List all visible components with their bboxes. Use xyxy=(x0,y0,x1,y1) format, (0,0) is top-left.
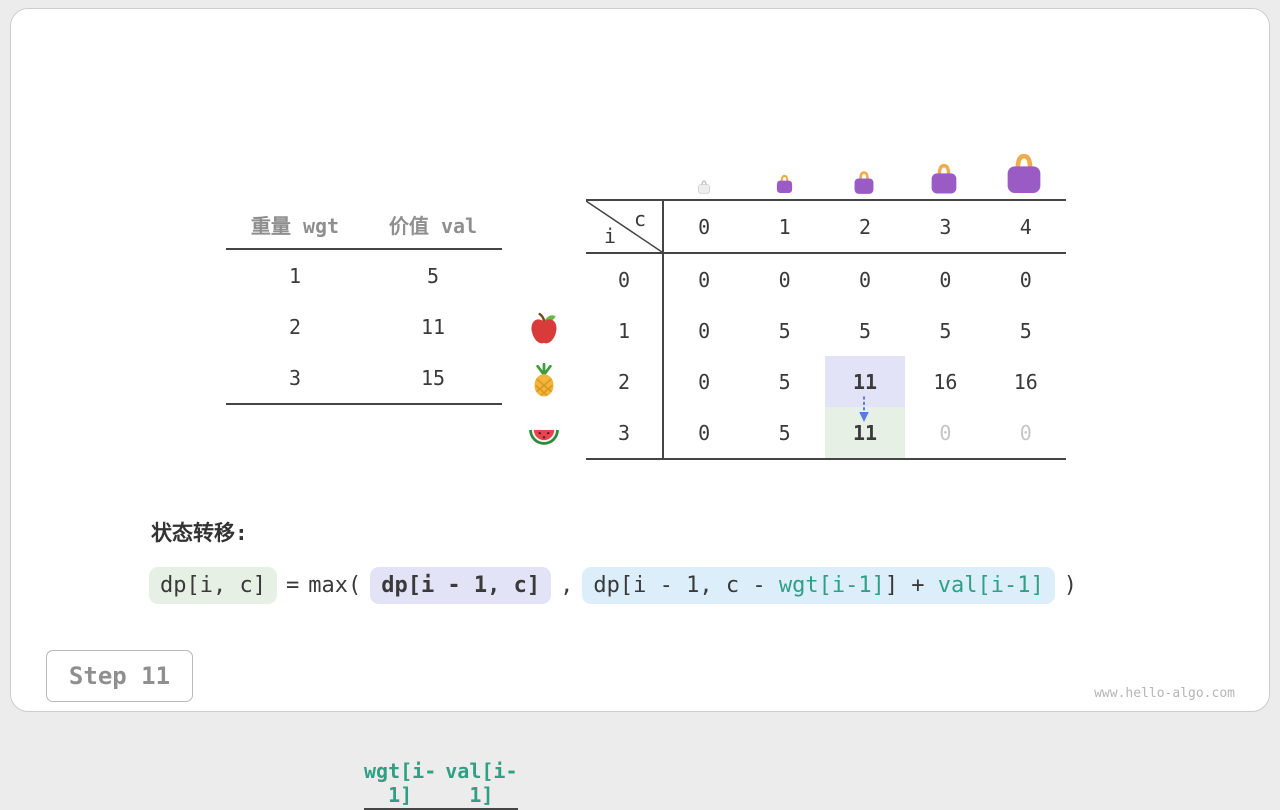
dp-row-1: 1 0 5 5 5 5 xyxy=(586,305,1066,356)
dp-col-axis-label: c xyxy=(633,207,646,231)
item-2-weight: 2 xyxy=(288,314,302,339)
pineapple-icon xyxy=(527,362,561,397)
formula-take-wgt: wgt[i-1] xyxy=(778,573,885,598)
dp-row-0: 0 0 0 0 0 0 xyxy=(586,254,1066,305)
dp-row-2: 2 0 5 11 16 16 xyxy=(586,356,1066,407)
dp-cell-1-2: 5 xyxy=(858,318,872,343)
items-header-row: 重量 wgt 价值 val xyxy=(226,200,502,250)
dp-cell-2-2-source-highlight: 11 xyxy=(824,356,906,407)
bag-capacity-3-icon xyxy=(928,161,960,195)
item-3-value: 15 xyxy=(420,365,446,390)
items-row-2: 2 11 xyxy=(226,301,502,352)
dp-cell-1-4: 5 xyxy=(1019,318,1032,343)
dp-row-1-label: 1 xyxy=(586,305,664,356)
items-col-header-wgt: 重量 wgt xyxy=(250,213,340,238)
dp-col-header-0: 0 xyxy=(698,214,711,239)
watermelon-icon xyxy=(527,414,561,448)
dp-cell-2-0: 0 xyxy=(698,369,711,394)
items-formula-row: wgt[i-1] val[i-1] xyxy=(364,758,518,810)
dp-col-header-4: 4 xyxy=(1019,214,1032,239)
items-table: 重量 wgt 价值 val wgt[i-1] val[i-1] 1 5 2 11… xyxy=(226,200,518,810)
dp-cell-0-1: 0 xyxy=(778,267,791,292)
bag-capacity-1-icon xyxy=(775,173,794,194)
dp-row-3-label: 3 xyxy=(586,407,664,458)
dp-cell-3-4: 0 xyxy=(1019,420,1032,445)
dp-col-header-1: 1 xyxy=(778,214,791,239)
dp-cell-2-1: 5 xyxy=(778,369,791,394)
step-badge: Step 11 xyxy=(46,650,193,702)
items-formula-val: val[i-1] xyxy=(445,759,518,807)
item-1-weight: 1 xyxy=(288,263,302,288)
formula-take-prefix: dp[i - 1, c - xyxy=(593,573,779,598)
apple-icon xyxy=(527,312,561,346)
bag-capacity-4-icon xyxy=(1003,150,1045,195)
dp-row-2-label: 2 xyxy=(586,356,664,407)
bag-capacity-2-icon xyxy=(852,169,876,195)
dp-col-header-3: 3 xyxy=(939,214,952,239)
bag-capacity-0-icon xyxy=(697,179,711,194)
transition-formula: dp[i, c] = max( dp[i - 1, c] , dp[i - 1,… xyxy=(149,567,1077,604)
diagram-card: 重量 wgt 价值 val wgt[i-1] val[i-1] 1 5 2 11… xyxy=(10,8,1270,810)
dp-row-3: 3 0 5 11 0 0 xyxy=(586,407,1066,458)
formula-comma: , xyxy=(560,573,574,598)
dp-row-0-label: 0 xyxy=(586,254,664,305)
formula-option-take: dp[i - 1, c - wgt[i-1]] + val[i-1] xyxy=(582,567,1055,604)
formula-take-val: val[i-1] xyxy=(937,573,1044,598)
dp-cell-1-1: 5 xyxy=(778,318,791,343)
dp-header-row: c i 0 1 2 3 4 xyxy=(586,201,1066,254)
dp-cell-1-3: 5 xyxy=(939,318,952,343)
dp-corner-cell: c i xyxy=(586,201,664,252)
dp-table: c i 0 1 2 3 4 0 0 0 0 0 0 1 0 5 5 5 5 2 xyxy=(586,199,1066,460)
dp-cell-3-3: 0 xyxy=(939,420,952,445)
formula-lhs: dp[i, c] xyxy=(149,567,277,604)
items-formula-wgt: wgt[i-1] xyxy=(364,759,437,807)
formula-max-open: max( xyxy=(308,573,362,598)
items-row-1: 1 5 xyxy=(226,250,502,301)
item-1-value: 5 xyxy=(426,263,440,288)
dp-cell-1-0: 0 xyxy=(698,318,711,343)
item-3-weight: 3 xyxy=(288,365,302,390)
dp-col-header-2: 2 xyxy=(858,214,872,239)
item-2-value: 11 xyxy=(420,314,446,339)
corner-diagonal-line xyxy=(586,201,662,252)
dp-cell-0-0: 0 xyxy=(698,267,711,292)
formula-equals: = xyxy=(285,573,300,598)
dp-row-axis-label: i xyxy=(604,224,617,248)
formula-take-mid: ] + xyxy=(884,573,938,598)
transition-heading: 状态转移: xyxy=(151,521,248,545)
items-row-3: 3 15 xyxy=(226,352,502,403)
dp-cell-2-3: 16 xyxy=(933,369,958,394)
items-col-header-val: 价值 val xyxy=(388,213,478,238)
formula-option-keep: dp[i - 1, c] xyxy=(370,567,552,604)
dp-cell-0-4: 0 xyxy=(1019,267,1032,292)
transition-arrow-icon xyxy=(859,396,869,422)
dp-cell-0-2: 0 xyxy=(858,267,872,292)
dp-cell-3-0: 0 xyxy=(698,420,711,445)
dp-cell-3-1: 5 xyxy=(778,420,791,445)
formula-close-paren: ) xyxy=(1063,573,1078,598)
watermark: www.hello-algo.com xyxy=(1094,686,1235,701)
dp-cell-0-3: 0 xyxy=(939,267,952,292)
dp-cell-2-4: 16 xyxy=(1013,369,1038,394)
